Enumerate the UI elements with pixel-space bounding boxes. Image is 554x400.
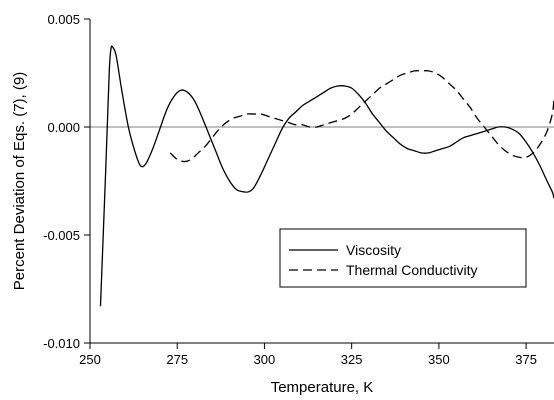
x-tick-label: 350	[428, 352, 450, 367]
series-group	[99, 45, 554, 307]
x-axis-title: Temperature, K	[271, 379, 374, 396]
series-line-thermal-conductivity	[169, 70, 554, 163]
x-tick-label: 300	[254, 352, 276, 367]
y-axis-ticks: -0.010 -0.005 0.000 0.005	[43, 12, 90, 351]
x-tick-label: 375	[515, 352, 537, 367]
y-tick-label: 0.005	[47, 12, 80, 27]
x-axis-ticks: 250 275 300 325 350 375	[79, 343, 537, 367]
x-tick-label: 325	[341, 352, 363, 367]
x-tick-label: 250	[79, 352, 101, 367]
legend-label-thermal-conductivity: Thermal Conductivity	[346, 262, 478, 278]
legend: Viscosity Thermal Conductivity	[279, 228, 527, 288]
x-tick-label: 275	[166, 352, 188, 367]
series-line-viscosity	[99, 45, 554, 307]
y-axis-title: Percent Deviation of Eqs. (7), (9)	[11, 72, 28, 290]
legend-label-viscosity: Viscosity	[346, 242, 401, 258]
y-tick-label: -0.005	[43, 228, 80, 243]
legend-box	[279, 228, 527, 288]
y-tick-label: 0.000	[47, 120, 80, 135]
y-tick-label: -0.010	[43, 336, 80, 351]
